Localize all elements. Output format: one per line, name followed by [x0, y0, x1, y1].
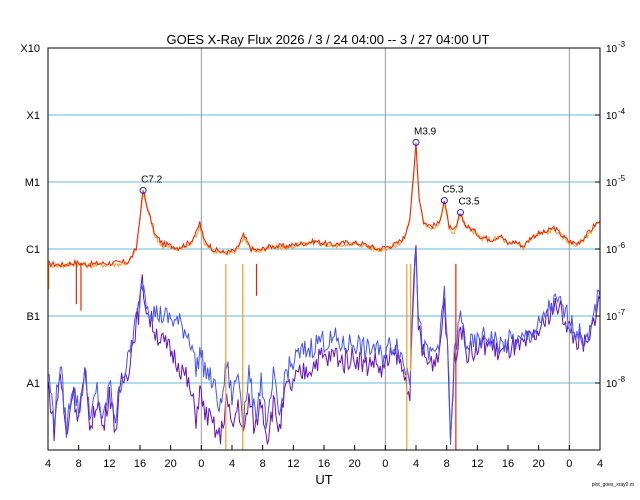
chart-title: GOES X-Ray Flux 2026 / 3 / 24 04:00 -- 3…: [167, 32, 490, 47]
left-axis-labels: X10 X1 M1 C1 B1 A1: [20, 43, 40, 390]
series-short_primary: [47, 248, 601, 445]
left-axis-label-4: B1: [27, 311, 40, 323]
right-axis-base-2: 10: [606, 178, 618, 189]
x-tick-label-3: 16: [134, 458, 146, 470]
left-axis-label-0: X10: [20, 43, 40, 55]
flare-marker-1: [412, 138, 420, 146]
series-long_primary: [47, 142, 601, 268]
footer-filename: plot_goes_xray2.m: [592, 482, 634, 488]
right-axis-exp-3: -6: [618, 241, 626, 250]
grid: [48, 114, 600, 384]
right-axis-label-0: 10 -3: [595, 40, 626, 55]
series-group: [47, 142, 601, 450]
flare-label-0: C7.2: [141, 174, 163, 185]
x-tick-label-4: 20: [165, 458, 177, 470]
x-tick-label-2: 12: [103, 458, 115, 470]
x-tick-label-10: 20: [349, 458, 361, 470]
right-axis-base-5: 10: [606, 379, 618, 390]
x-tick-label-18: 4: [597, 458, 603, 470]
x-tick-label-1: 8: [76, 458, 82, 470]
x-tick-label-0: 4: [45, 458, 51, 470]
right-axis-base-4: 10: [606, 312, 618, 323]
x-tick-label-6: 4: [229, 458, 235, 470]
flare-marker-3: [456, 209, 464, 217]
x-axis-label: UT: [315, 472, 332, 487]
flare-label-3: C3.5: [458, 197, 480, 208]
flare-label-1: M3.9: [414, 126, 437, 137]
right-axis-labels: 10-310-410-510-610-710-8: [595, 40, 626, 390]
left-axis-label-2: M1: [25, 177, 40, 189]
right-axis-label-2: 10 -5: [595, 174, 626, 189]
left-axis-label-3: C1: [26, 244, 40, 256]
right-axis-exp-2: -5: [618, 174, 626, 183]
flare-marker-2: [440, 196, 448, 204]
right-axis-base-3: 10: [606, 245, 618, 256]
right-axis-exp-4: -7: [618, 308, 626, 317]
x-tick-label-12: 4: [413, 458, 419, 470]
x-tick-label-16: 20: [533, 458, 545, 470]
x-tick-label-17: 0: [566, 458, 572, 470]
right-axis-label-4: 10 -7: [595, 308, 626, 323]
flare-marker-0: [139, 186, 147, 194]
x-axis-ticks: 4 8 12 16 20 0 4 8 12 16 20 0 4 8 12 16 20 0 4: [45, 445, 603, 470]
left-axis-label-5: A1: [27, 378, 40, 390]
right-axis-label-3: 10 -6: [595, 241, 626, 256]
flare-label-2: C5.3: [442, 184, 464, 195]
x-tick-label-14: 12: [471, 458, 483, 470]
day-boundary-lines: [200, 48, 570, 450]
right-axis-exp-1: -4: [618, 107, 626, 116]
right-axis-exp-5: -8: [618, 375, 626, 384]
left-axis-label-1: X1: [27, 110, 40, 122]
x-tick-label-11: 0: [382, 458, 388, 470]
x-tick-label-7: 8: [260, 458, 266, 470]
flare-annotations: C7.2 M3.9 C5.3 C3.5: [139, 126, 480, 217]
right-axis-label-5: 10 -8: [595, 375, 626, 390]
x-tick-label-15: 16: [502, 458, 514, 470]
right-axis-base-1: 10: [606, 111, 618, 122]
right-axis-label-1: 10 -4: [595, 107, 626, 122]
x-tick-label-9: 16: [318, 458, 330, 470]
x-tick-label-8: 12: [287, 458, 299, 470]
x-tick-label-5: 0: [198, 458, 204, 470]
right-axis-base-0: 10: [606, 44, 618, 55]
x-tick-label-13: 8: [444, 458, 450, 470]
series-short_secondary: [47, 245, 601, 446]
right-axis-exp-0: -3: [618, 40, 626, 49]
